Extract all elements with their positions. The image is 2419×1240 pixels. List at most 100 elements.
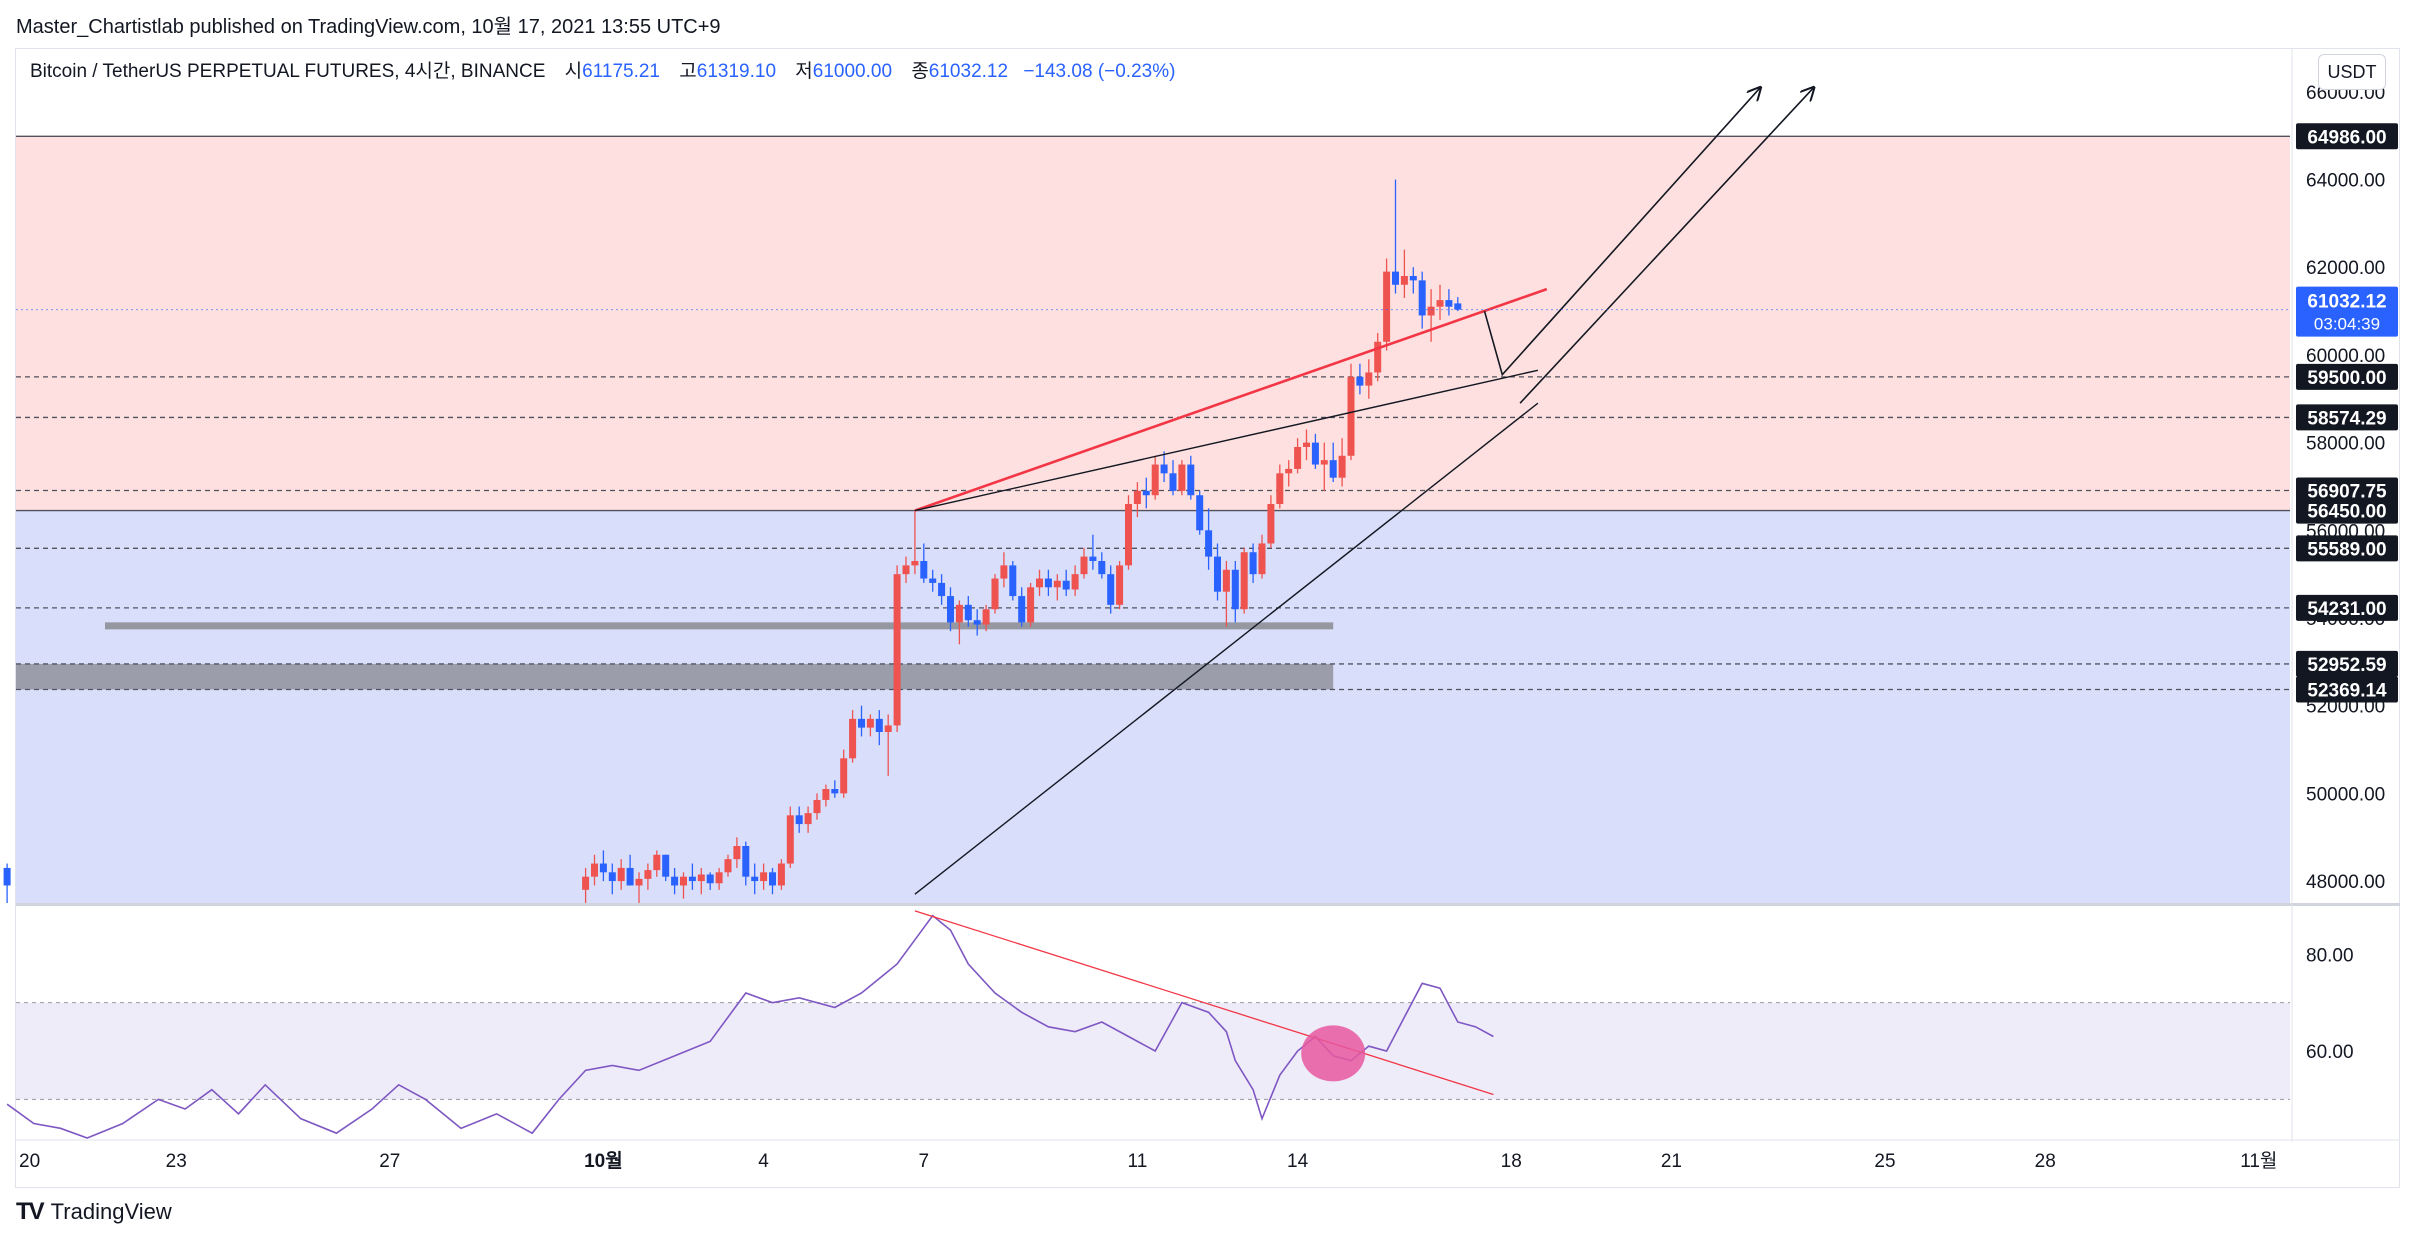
candle-body <box>1116 565 1124 605</box>
arrow-projection-2 <box>1519 87 1814 404</box>
time-tick-label: 4 <box>758 1151 769 1172</box>
candle-body <box>849 718 857 759</box>
candle-body <box>608 872 616 882</box>
candle-body <box>1231 569 1239 610</box>
candle-body <box>1044 578 1052 588</box>
rsi-pane <box>6 910 2290 1139</box>
candle-body <box>1187 464 1195 496</box>
trendline-red-rising-resistance <box>914 287 1548 512</box>
price-level-label: 52952.59 <box>2307 655 2386 676</box>
candle-body <box>1062 580 1070 590</box>
candle-body <box>1267 504 1275 544</box>
candle-body <box>1311 442 1319 465</box>
candle-body <box>920 561 928 579</box>
price-level-label: 55589.00 <box>2307 539 2386 560</box>
price-level-tag <box>2296 123 2398 150</box>
candle-body <box>795 815 803 825</box>
brand-name: TradingView <box>50 1199 172 1224</box>
candle-body <box>982 609 990 625</box>
rsi-divergence-trendline <box>914 910 1494 1096</box>
candle-body <box>733 846 741 860</box>
candle-body <box>1125 504 1132 566</box>
candle-body <box>831 789 839 794</box>
drawings <box>914 87 1814 895</box>
candle-body <box>1142 490 1150 496</box>
candle-body <box>1338 455 1346 478</box>
candle-body <box>688 876 696 882</box>
candle-body <box>751 876 759 882</box>
trendline-thin-upper-channel <box>914 369 1539 512</box>
high-label: 고 <box>679 61 697 82</box>
time-tick-label: 28 <box>2035 1151 2056 1172</box>
candle-body <box>1374 341 1382 373</box>
symbol-legend: Bitcoin / TetherUS PERPETUAL FUTURES, 4시… <box>30 56 1175 83</box>
candle-body <box>884 725 892 732</box>
candle-body <box>1071 574 1079 590</box>
candle-body <box>760 872 768 882</box>
candle-body <box>938 582 946 597</box>
candle-body <box>1392 271 1399 285</box>
time-tick-label: 23 <box>166 1151 187 1172</box>
candle-body <box>947 596 954 623</box>
chart-frame <box>15 48 2400 1188</box>
price-level-label: 54231.00 <box>2307 599 2386 620</box>
footer-brand[interactable]: TV TradingView <box>16 1198 172 1226</box>
candle-body <box>1276 473 1284 504</box>
candle-body <box>875 718 883 732</box>
candle-body <box>1303 442 1310 447</box>
candle-body <box>1454 303 1462 310</box>
candle-body <box>840 758 848 794</box>
candle-body <box>822 789 830 800</box>
candle-body <box>1427 306 1435 316</box>
candle-body <box>1160 464 1168 474</box>
candle-body <box>1418 280 1426 316</box>
candle-body <box>858 718 865 728</box>
tradingview-logo-icon: TV <box>16 1198 45 1225</box>
candle-body <box>1258 543 1266 575</box>
change-value: −143.08 (−0.23%) <box>1023 61 1176 82</box>
candle-body <box>911 561 919 566</box>
axes: 48000.0050000.0052000.0054000.0056000.00… <box>16 48 2400 1172</box>
price-level-label: 59500.00 <box>2307 368 2386 389</box>
candle-body <box>644 870 652 879</box>
candle-body <box>662 854 670 877</box>
time-tick-label: 10월 <box>584 1150 623 1172</box>
price-tick-label: 64000.00 <box>2306 171 2385 192</box>
candle-body <box>804 813 812 825</box>
candle-body <box>1018 596 1026 623</box>
price-tick-label: 60000.00 <box>2306 346 2385 367</box>
price-level-tag <box>2296 535 2398 562</box>
candle-body <box>1009 565 1017 597</box>
price-tick-label: 48000.00 <box>2306 872 2385 893</box>
candle-body <box>813 799 821 814</box>
time-tick-label: 18 <box>1501 1151 1522 1172</box>
price-level-label: 52369.14 <box>2307 681 2387 702</box>
candle-body <box>715 872 723 884</box>
candle-body <box>1383 271 1391 342</box>
price-zones <box>16 136 2290 903</box>
candle-body <box>1214 556 1221 592</box>
currency-button[interactable]: USDT <box>2318 54 2386 90</box>
price-tick-label: 50000.00 <box>2306 784 2385 805</box>
time-tick-label: 11 <box>1128 1151 1148 1172</box>
candle-body <box>786 815 794 864</box>
price-tick-label: 62000.00 <box>2306 258 2385 279</box>
candle-body <box>1098 561 1106 575</box>
candle-body <box>742 846 750 877</box>
candle-body <box>1436 300 1444 307</box>
rsi-band <box>16 1002 2290 1100</box>
publish-line: Master_Chartistlab published on TradingV… <box>16 16 721 38</box>
candles <box>3 179 1462 903</box>
candle-body <box>866 718 874 728</box>
candle-body <box>964 604 972 621</box>
candle-body <box>1320 460 1328 465</box>
candle-body <box>1000 565 1008 579</box>
candle-body <box>1222 569 1230 592</box>
candle-body <box>1329 460 1337 478</box>
candle-body <box>1347 376 1355 456</box>
candle-body <box>626 867 634 886</box>
candle-body <box>1356 376 1364 386</box>
candle-body <box>697 874 705 882</box>
candle-body <box>929 578 937 583</box>
